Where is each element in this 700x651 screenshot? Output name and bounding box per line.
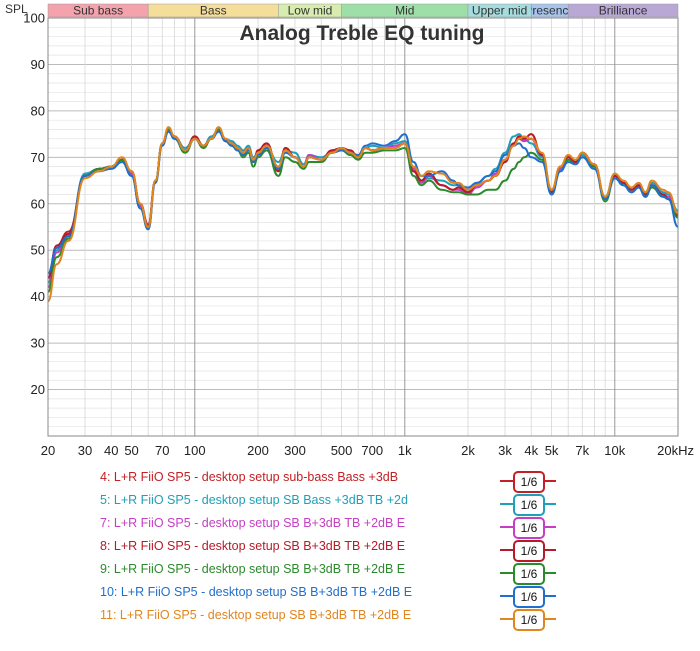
x-tick-label: 4k bbox=[524, 443, 538, 458]
x-tick-label: 50 bbox=[124, 443, 138, 458]
y-tick-label: 90 bbox=[31, 57, 45, 72]
response-curves bbox=[47, 126, 679, 303]
legend-swatch[interactable]: 1/6 bbox=[500, 517, 556, 539]
x-tick-label: 7k bbox=[575, 443, 589, 458]
legend-swatch[interactable]: 1/6 bbox=[500, 471, 556, 493]
x-tick-label: 300 bbox=[284, 443, 306, 458]
legend-label: 4: L+R FiiO SP5 - desktop setup sub-bass… bbox=[100, 470, 399, 484]
smoothing-badge: 1/6 bbox=[513, 563, 545, 585]
y-tick-label: 70 bbox=[31, 150, 45, 165]
x-tick-label: 70 bbox=[155, 443, 169, 458]
x-tick-label: 30 bbox=[78, 443, 92, 458]
x-tick-label: 100 bbox=[184, 443, 206, 458]
x-tick-label: 5k bbox=[545, 443, 559, 458]
legend-swatch[interactable]: 1/6 bbox=[500, 494, 556, 516]
x-tick-label: 3k bbox=[498, 443, 512, 458]
smoothing-badge: 1/6 bbox=[513, 494, 545, 516]
legend-label: 5: L+R FiiO SP5 - desktop setup SB Bass … bbox=[100, 493, 408, 507]
legend-label: 11: L+R FiiO SP5 - desktop setup SB B+3d… bbox=[100, 608, 412, 622]
x-tick-label: 1k bbox=[398, 443, 412, 458]
y-tick-label: 40 bbox=[31, 289, 45, 304]
legend-item[interactable]: 7: L+R FiiO SP5 - desktop setup SB B+3dB… bbox=[0, 516, 700, 539]
grid bbox=[47, 17, 679, 437]
y-tick-label: 30 bbox=[31, 336, 45, 351]
legend-item[interactable]: 10: L+R FiiO SP5 - desktop setup SB B+3d… bbox=[0, 585, 700, 608]
y-tick-label: 20 bbox=[31, 382, 45, 397]
legend-label: 8: L+R FiiO SP5 - desktop setup SB B+3dB… bbox=[100, 539, 406, 553]
y-tick-label: 80 bbox=[31, 103, 45, 118]
x-tick-labels: 20 30 40 50 70 100 200 300 500 700 1k 2k 3k 4k 5k 7k 10k… bbox=[41, 443, 694, 458]
legend-item[interactable]: 4: L+R FiiO SP5 - desktop setup sub-bass… bbox=[0, 470, 700, 493]
band-label: Mid bbox=[395, 4, 414, 18]
legend-item[interactable]: 8: L+R FiiO SP5 - desktop setup SB B+3dB… bbox=[0, 539, 700, 562]
smoothing-badge: 1/6 bbox=[513, 609, 545, 631]
legend-item[interactable]: 5: L+R FiiO SP5 - desktop setup SB Bass … bbox=[0, 493, 700, 516]
legend-swatch[interactable]: 1/6 bbox=[500, 563, 556, 585]
band-label: Bass bbox=[200, 4, 227, 18]
legend-swatch[interactable]: 1/6 bbox=[500, 609, 556, 631]
x-tick-label: 20 bbox=[41, 443, 55, 458]
legend-swatch[interactable]: 1/6 bbox=[500, 586, 556, 608]
legend-label: 7: L+R FiiO SP5 - desktop setup SB B+3dB… bbox=[100, 516, 406, 530]
x-tick-label: 20kHz bbox=[657, 443, 694, 458]
band-label: Upper mid bbox=[472, 4, 527, 18]
legend-swatch[interactable]: 1/6 bbox=[500, 540, 556, 562]
smoothing-badge: 1/6 bbox=[513, 540, 545, 562]
y-tick-label: 50 bbox=[31, 243, 45, 258]
x-tick-label: 2k bbox=[461, 443, 475, 458]
chart-title: Analog Treble EQ tuning bbox=[239, 22, 484, 45]
series-line-6 bbox=[47, 126, 679, 303]
band-6 bbox=[567, 3, 679, 18]
y-axis-label: SPL bbox=[5, 2, 28, 16]
smoothing-badge: 1/6 bbox=[513, 586, 545, 608]
y-tick-labels: 100 90 80 70 60 50 40 30 20 bbox=[23, 11, 45, 398]
legend-item[interactable]: 11: L+R FiiO SP5 - desktop setup SB B+3d… bbox=[0, 608, 700, 631]
band-label: Presence bbox=[524, 4, 575, 18]
plot-frame bbox=[47, 17, 679, 437]
band-label: Brilliance bbox=[599, 4, 648, 18]
x-tick-label: 10k bbox=[604, 443, 625, 458]
y-tick-label: 100 bbox=[23, 11, 45, 26]
x-tick-label: 500 bbox=[331, 443, 353, 458]
x-tick-label: 700 bbox=[361, 443, 383, 458]
smoothing-badge: 1/6 bbox=[513, 517, 545, 539]
x-tick-label: 200 bbox=[247, 443, 269, 458]
legend-label: 10: L+R FiiO SP5 - desktop setup SB B+3d… bbox=[100, 585, 413, 599]
legend-label: 9: L+R FiiO SP5 - desktop setup SB B+3dB… bbox=[100, 562, 406, 576]
x-tick-label: 40 bbox=[104, 443, 118, 458]
band-label: Low mid bbox=[288, 4, 333, 18]
band-label: Sub bass bbox=[73, 4, 123, 18]
y-tick-label: 60 bbox=[31, 196, 45, 211]
smoothing-badge: 1/6 bbox=[513, 471, 545, 493]
legend-item[interactable]: 9: L+R FiiO SP5 - desktop setup SB B+3dB… bbox=[0, 562, 700, 585]
